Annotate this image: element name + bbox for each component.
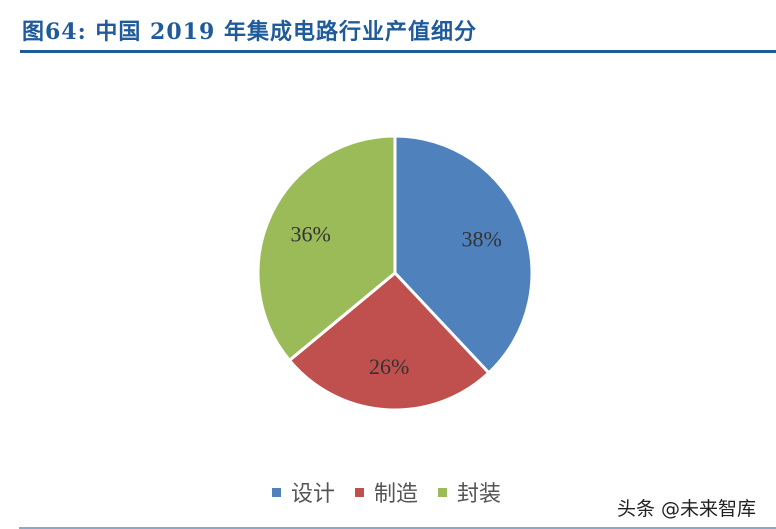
pie-label-manufacturing: 26%: [369, 354, 409, 379]
legend-item-manufacturing: 制造: [355, 476, 418, 508]
legend-swatch-design: [272, 487, 281, 497]
pie-slices: [256, 134, 534, 412]
pie-label-design: 38%: [461, 227, 501, 252]
legend-item-packaging: 封装: [438, 476, 501, 508]
legend-label-manufacturing: 制造: [374, 482, 419, 507]
pie-slice-manufacturing: [287, 270, 491, 412]
pie-labels: 38% 26% 36%: [291, 221, 502, 379]
legend: 设计 制造 封装: [272, 476, 501, 508]
legend-item-design: 设计: [272, 476, 335, 508]
legend-swatch-packaging: [438, 487, 448, 497]
title-divider: [20, 50, 776, 53]
bottom-divider: [19, 527, 776, 529]
chart-title: 图64: 中国 2019 年集成电路行业产值细分: [22, 19, 477, 45]
pie-slice-design: [393, 134, 534, 375]
legend-swatch-manufacturing: [355, 487, 365, 497]
pie-label-packaging: 36%: [291, 221, 331, 246]
pie-slice-packaging: [256, 134, 397, 363]
legend-label-design: 设计: [291, 482, 336, 507]
watermark: 头条 @未来智库: [617, 498, 757, 520]
legend-label-packaging: 封装: [457, 482, 502, 507]
